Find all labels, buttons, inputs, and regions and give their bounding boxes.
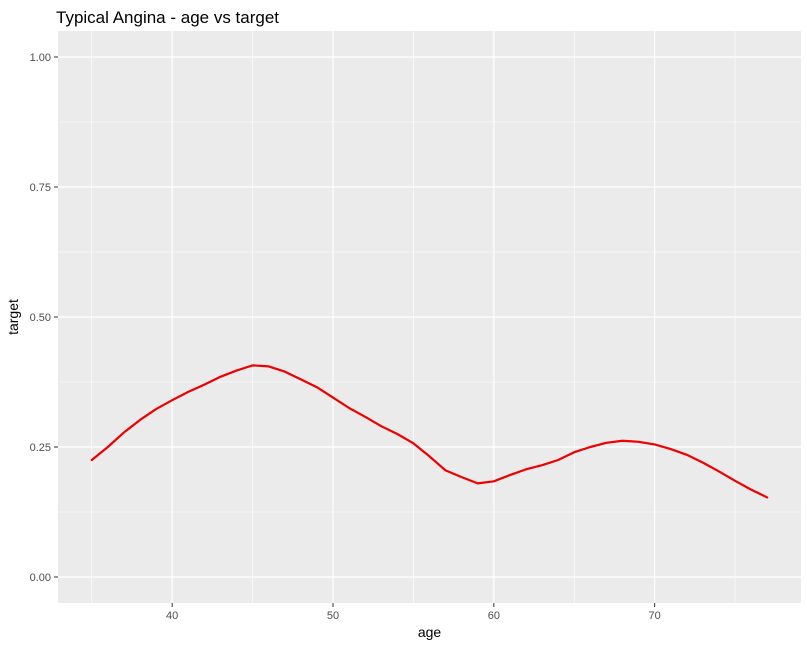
series-layer	[90, 364, 769, 499]
series-line-0	[90, 364, 769, 499]
x-axis-title: age	[418, 624, 442, 640]
y-tick-label: 0.75	[30, 182, 51, 194]
y-tick-label: 0.00	[30, 572, 51, 584]
y-axis-title: target	[5, 299, 21, 335]
x-axis: 40 50 60 70	[166, 603, 661, 622]
x-tick-label: 50	[327, 610, 339, 622]
chart-title: Typical Angina - age vs target	[56, 8, 279, 27]
y-tick-label: 0.25	[30, 442, 51, 454]
x-tick-label: 60	[488, 610, 500, 622]
y-axis: 0.00 0.25 0.50 0.75 1.00	[30, 52, 58, 584]
y-tick-label: 1.00	[30, 52, 51, 64]
x-tick-label: 40	[166, 610, 178, 622]
major-gridlines	[58, 31, 801, 603]
x-tick-label: 70	[649, 610, 661, 622]
y-tick-label: 0.50	[30, 312, 51, 324]
